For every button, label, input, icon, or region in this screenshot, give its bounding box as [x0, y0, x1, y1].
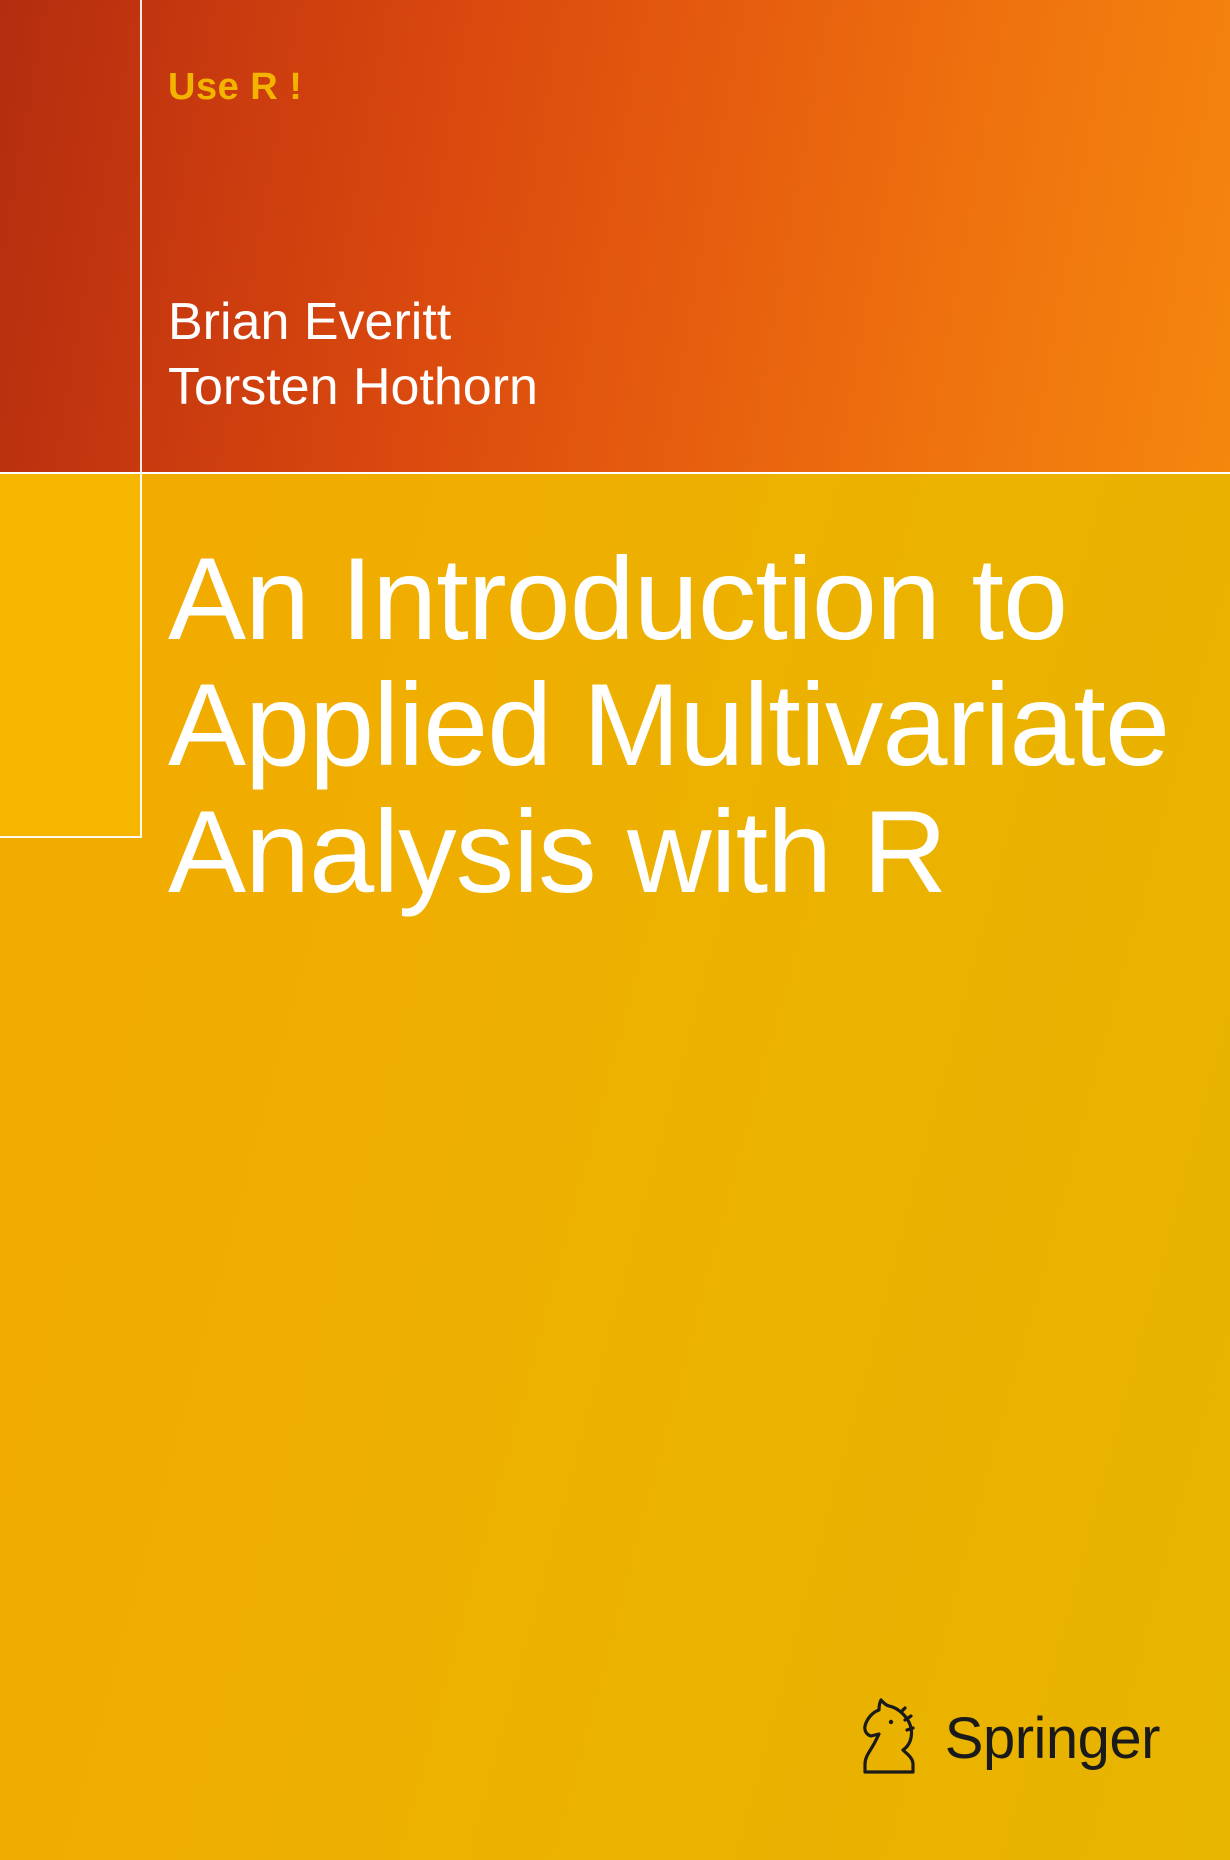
author-line: Torsten Hothorn: [168, 355, 538, 420]
title-line: Analysis with R: [168, 789, 1210, 915]
title-line: Applied Multivariate: [168, 662, 1210, 788]
vertical-rule-bottom: [140, 474, 142, 838]
book-cover: Use R ! Brian Everitt Torsten Hothorn An…: [0, 0, 1230, 1860]
vertical-rule-top: [140, 0, 142, 474]
authors-block: Brian Everitt Torsten Hothorn: [168, 290, 538, 420]
title-line: An Introduction to: [168, 536, 1210, 662]
publisher-name: Springer: [945, 1705, 1160, 1772]
publisher-block: Springer: [851, 1698, 1160, 1778]
series-label: Use R !: [168, 66, 302, 109]
left-accent-strip: [0, 474, 140, 838]
bottom-yellow-band: An Introduction to Applied Multivariate …: [0, 474, 1230, 1860]
top-gradient-band: Use R ! Brian Everitt Torsten Hothorn: [0, 0, 1230, 474]
author-line: Brian Everitt: [168, 290, 538, 355]
book-title: An Introduction to Applied Multivariate …: [168, 536, 1210, 915]
springer-horse-icon: [851, 1698, 927, 1778]
